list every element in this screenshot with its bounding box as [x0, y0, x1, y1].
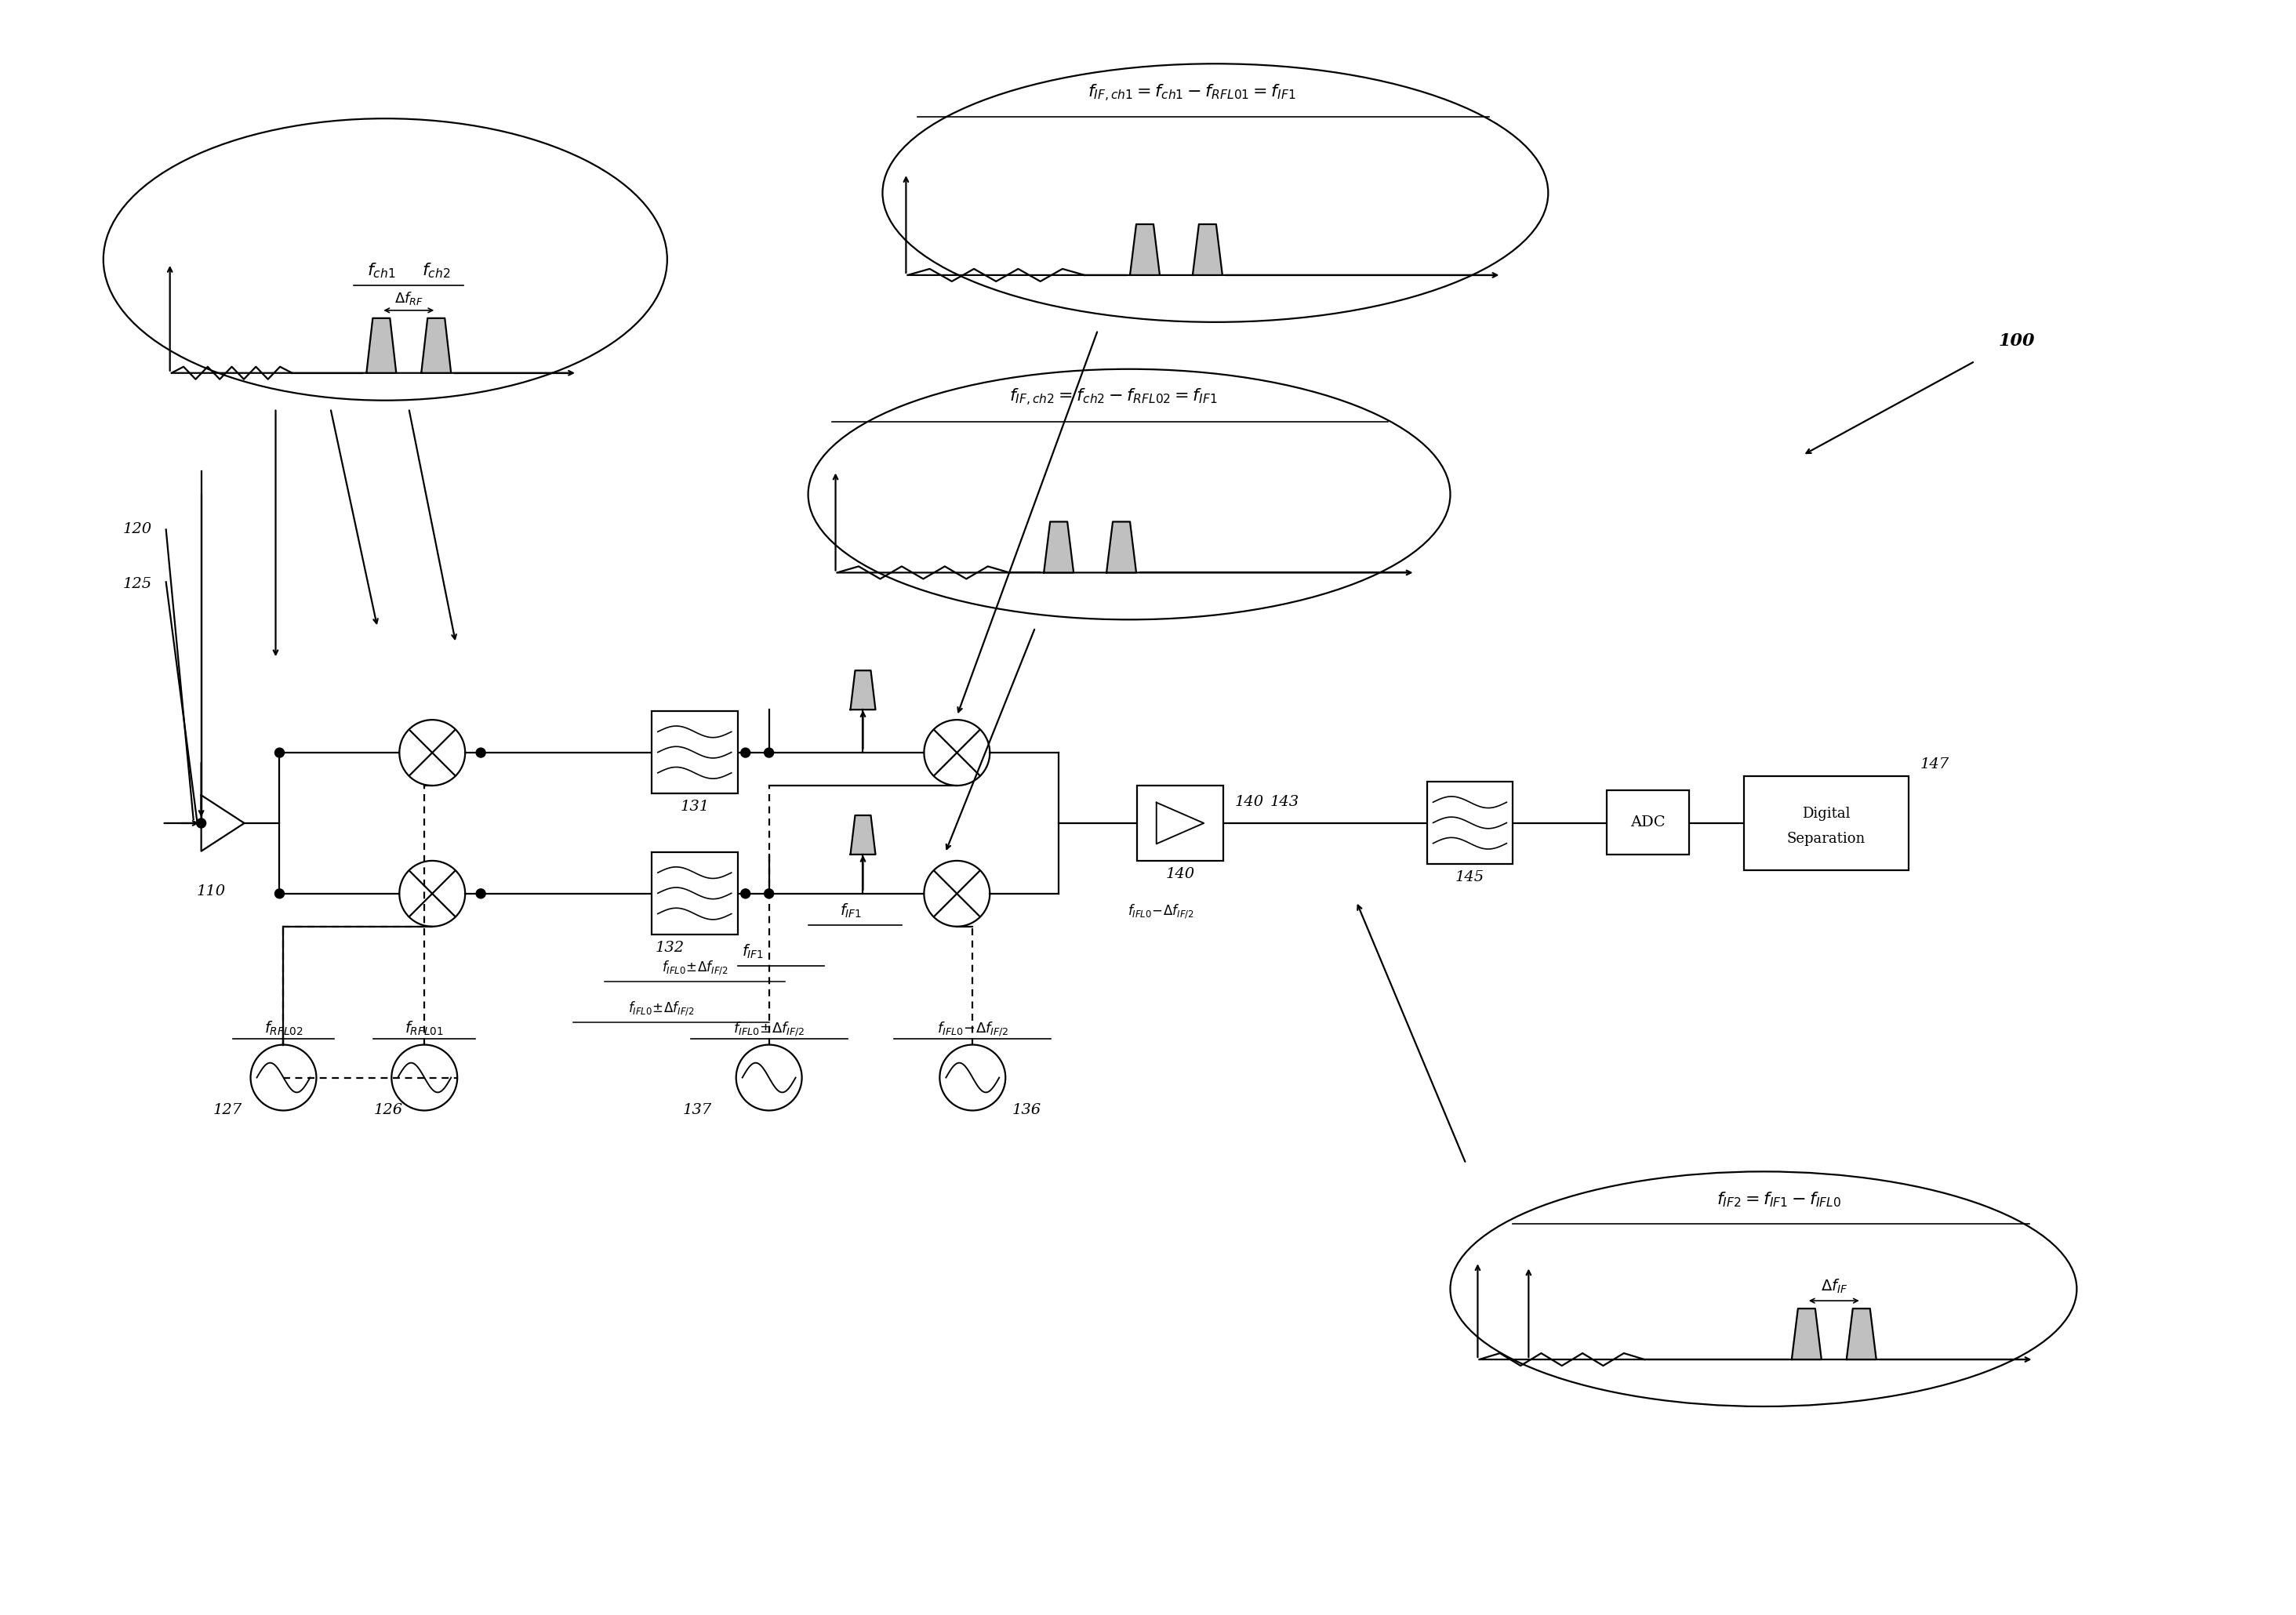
- Text: $\Delta f_{IF}$: $\Delta f_{IF}$: [1821, 1277, 1848, 1295]
- Text: $f_{RFL02}$: $f_{RFL02}$: [264, 1019, 303, 1037]
- Text: $f_{IF,ch2}=f_{ch2}-f_{RFL02}=f_{IF1}$: $f_{IF,ch2}=f_{ch2}-f_{RFL02}=f_{IF1}$: [1010, 388, 1217, 409]
- Text: 131: 131: [680, 799, 709, 814]
- Bar: [1426, 782, 1513, 864]
- Bar: [1607, 790, 1690, 854]
- Text: $f_{IFL0}\!-\!\Delta f_{IF/2}$: $f_{IFL0}\!-\!\Delta f_{IF/2}$: [1127, 903, 1194, 921]
- Bar: [1137, 785, 1224, 861]
- Bar: [1745, 777, 1908, 870]
- Text: 120: 120: [124, 523, 152, 536]
- Text: $f_{IF1}$: $f_{IF1}$: [840, 903, 863, 919]
- Polygon shape: [850, 670, 875, 709]
- Text: 132: 132: [654, 940, 684, 954]
- Polygon shape: [1130, 224, 1159, 275]
- Bar: [652, 711, 737, 793]
- Text: Separation: Separation: [1786, 832, 1864, 846]
- Circle shape: [197, 819, 207, 828]
- Text: Digital: Digital: [1802, 808, 1851, 820]
- Text: 145: 145: [1456, 870, 1486, 885]
- Text: 140: 140: [1235, 795, 1265, 809]
- Text: 100: 100: [1998, 333, 2034, 349]
- Polygon shape: [1107, 522, 1137, 573]
- Text: $f_{IF1}$: $f_{IF1}$: [742, 943, 765, 961]
- Text: $f_{IF,ch1}=f_{ch1}-f_{RFL01}=f_{IF1}$: $f_{IF,ch1}=f_{ch1}-f_{RFL01}=f_{IF1}$: [1088, 82, 1295, 103]
- Polygon shape: [367, 318, 397, 373]
- Circle shape: [276, 748, 285, 757]
- Text: $f_{RFL01}$: $f_{RFL01}$: [404, 1019, 443, 1037]
- Polygon shape: [1192, 224, 1221, 275]
- Polygon shape: [1791, 1308, 1821, 1360]
- Text: 126: 126: [374, 1103, 402, 1118]
- Text: 137: 137: [682, 1103, 712, 1118]
- Text: $f_{IFL0}\!\pm\!\Delta f_{IF/2}$: $f_{IFL0}\!\pm\!\Delta f_{IF/2}$: [661, 959, 728, 977]
- Bar: [652, 853, 737, 935]
- Circle shape: [475, 888, 484, 898]
- Text: 140: 140: [1166, 867, 1194, 882]
- Circle shape: [276, 888, 285, 898]
- Circle shape: [742, 748, 751, 757]
- Text: 125: 125: [124, 577, 152, 591]
- Text: $f_{IFL0}\!\pm\!\Delta f_{IF/2}$: $f_{IFL0}\!\pm\!\Delta f_{IF/2}$: [629, 1000, 693, 1017]
- Circle shape: [765, 748, 774, 757]
- Text: 136: 136: [1013, 1103, 1040, 1118]
- Circle shape: [765, 888, 774, 898]
- Text: 143: 143: [1270, 795, 1300, 809]
- Circle shape: [742, 888, 751, 898]
- Polygon shape: [850, 816, 875, 854]
- Text: $f_{ch1}$: $f_{ch1}$: [367, 262, 395, 279]
- Polygon shape: [420, 318, 450, 373]
- Text: $\Delta f_{RF}$: $\Delta f_{RF}$: [395, 291, 422, 307]
- Text: ADC: ADC: [1630, 816, 1665, 830]
- Text: $f_{ch2}$: $f_{ch2}$: [422, 262, 450, 279]
- Text: $f_{IFL0}\!\pm\!\Delta f_{IF/2}$: $f_{IFL0}\!\pm\!\Delta f_{IF/2}$: [732, 1021, 806, 1038]
- Text: $f_{IFL0}\!-\!\Delta f_{IF/2}$: $f_{IFL0}\!-\!\Delta f_{IF/2}$: [937, 1021, 1008, 1038]
- Polygon shape: [1045, 522, 1075, 573]
- Circle shape: [475, 748, 484, 757]
- Text: 127: 127: [214, 1103, 241, 1118]
- Polygon shape: [1846, 1308, 1876, 1360]
- Text: $f_{IF2}=f_{IF1}-f_{IFL0}$: $f_{IF2}=f_{IF1}-f_{IFL0}$: [1717, 1190, 1841, 1210]
- Text: 110: 110: [197, 883, 225, 898]
- Text: 147: 147: [1919, 757, 1949, 772]
